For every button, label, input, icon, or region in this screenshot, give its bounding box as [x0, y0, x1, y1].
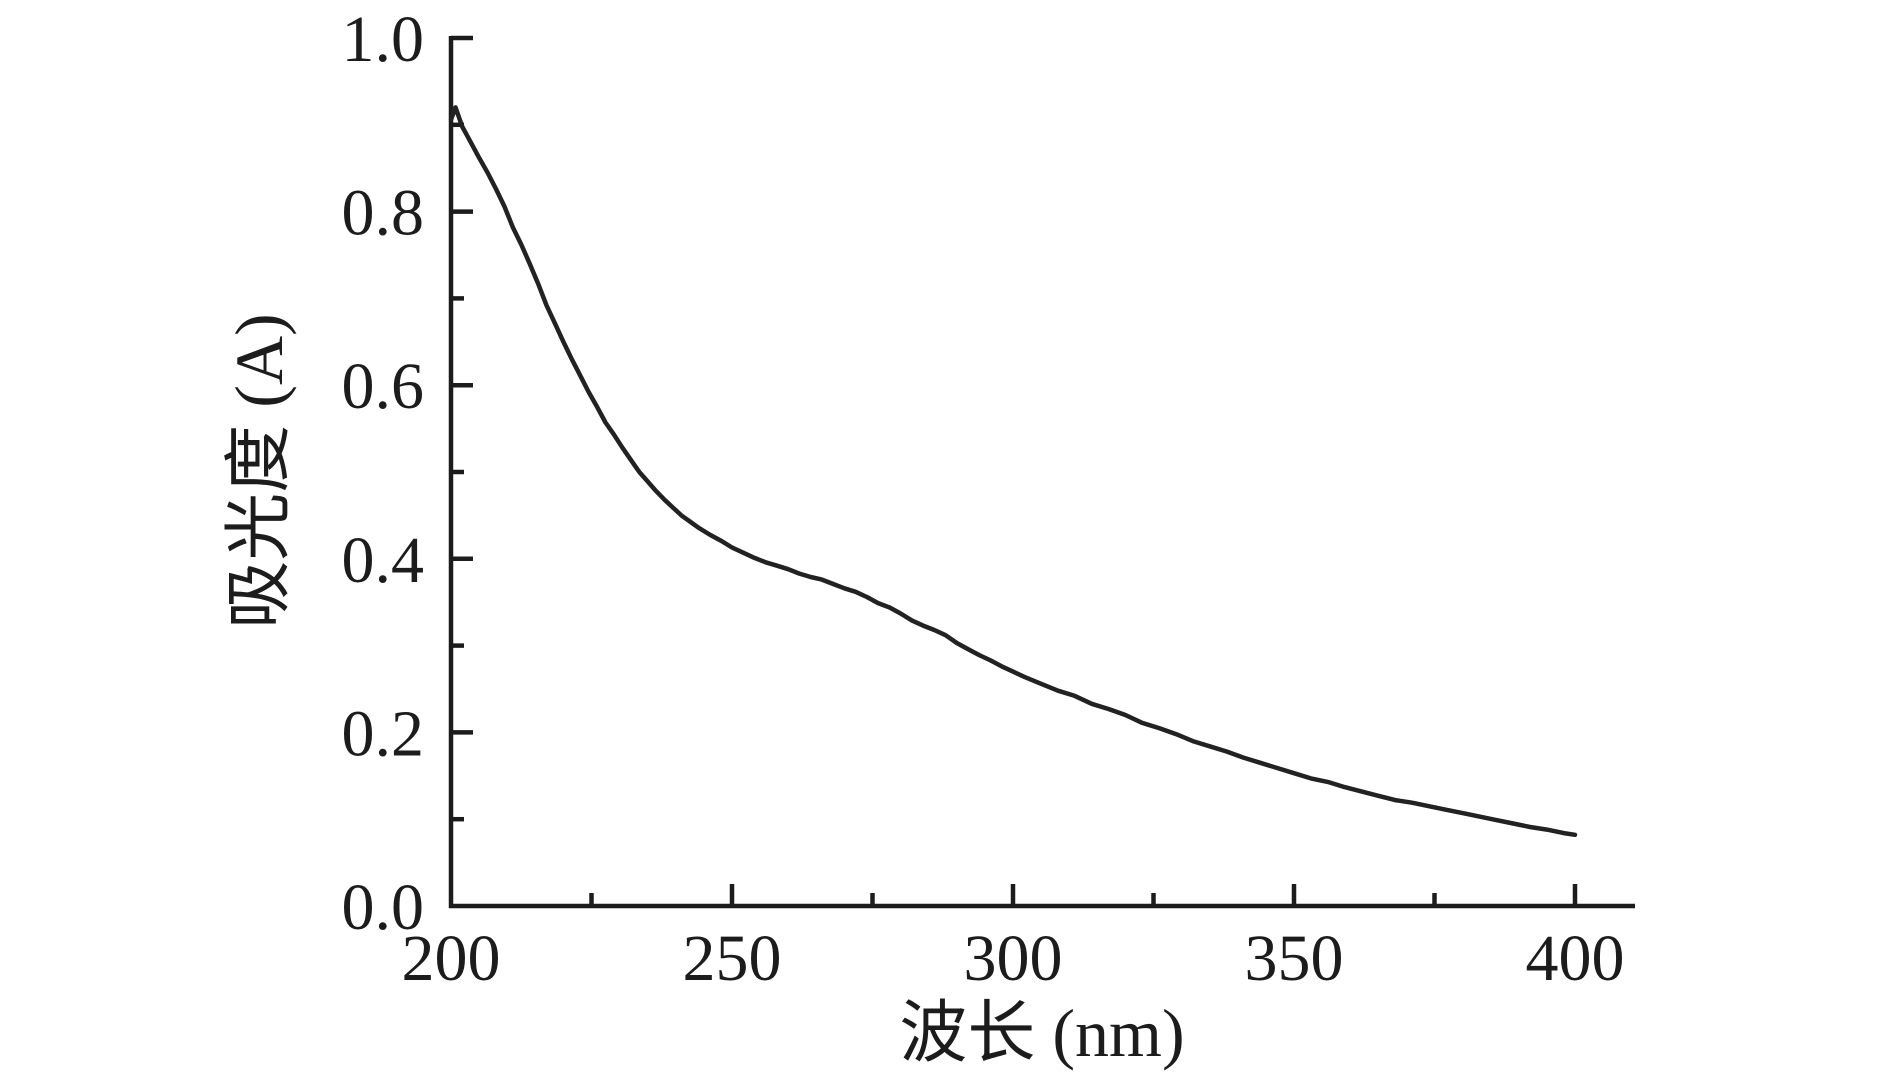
x-tick-label: 400 [1526, 922, 1625, 995]
y-tick-label: 0.6 [342, 350, 425, 423]
x-axis-title: 波长 (nm) [899, 995, 1184, 1071]
axes-layer [448, 35, 1635, 909]
x-tick-label: 250 [683, 922, 782, 995]
x-tick-label: 300 [964, 922, 1063, 995]
y-tick-label: 0.0 [342, 871, 425, 944]
tick-label-layer: 200 250 300 350 400 0.0 0.2 0.4 0.6 0.8 1.0 [342, 3, 1625, 995]
x-tick-label: 350 [1245, 922, 1344, 995]
y-tick-label: 1.0 [342, 3, 425, 76]
y-tick-label: 0.8 [342, 177, 425, 250]
y-tick-label: 0.2 [342, 697, 425, 770]
uv-vis-absorbance-spectrum [448, 105, 1578, 838]
y-axis-title: 吸光度 (A) [221, 313, 297, 628]
x-tick-label: 200 [402, 922, 501, 995]
spectrum-curve-layer [448, 105, 1578, 838]
y-tick-label: 0.4 [342, 524, 425, 597]
